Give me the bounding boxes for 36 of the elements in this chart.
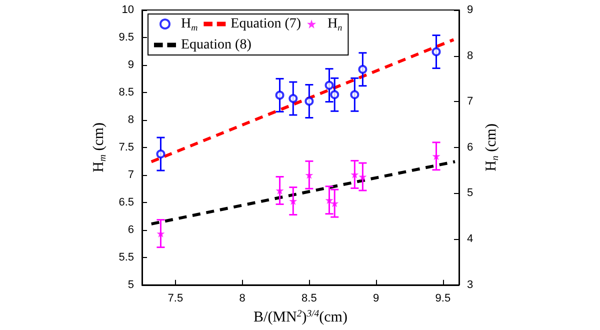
point [156,150,166,159]
x-tick-label: 8 [239,292,246,304]
y-tick-label: 6.5 [118,196,134,208]
y-tick-label: 8.5 [118,86,134,98]
point [350,90,360,100]
y-tick-label: 9.5 [118,31,134,44]
point [358,64,368,74]
x-tick-label: 8.5 [302,292,317,304]
y-tick-label: 5.5 [118,251,134,264]
y2-tick-label: 4 [467,233,474,246]
point [324,80,334,90]
point [288,94,298,103]
y-tick-label: 5 [128,278,134,291]
y2-tick-label: 5 [467,187,474,200]
point [275,90,284,100]
y-axis-title: Hm (cm) [91,122,108,172]
y2-axis-title: Hn (cm) [484,124,501,172]
legend-label: Equation (7) [230,16,302,32]
y2-tick-label: 3 [467,278,474,291]
y2-tick-label: 7 [467,96,474,108]
x-tick-label: 9 [373,292,380,304]
point [432,47,441,56]
x-tick-label: 7.5 [168,292,184,304]
point [304,96,314,106]
y-tick-label: 7.5 [118,141,134,154]
y2-tick-label: 8 [467,50,474,62]
point [330,90,340,100]
y-tick-label: 9 [128,58,134,71]
y-tick-label: 8 [128,114,134,126]
y-tick-label: 6 [128,224,134,236]
y2-tick-label: 6 [467,141,474,154]
y2-tick-label: 9 [467,4,474,16]
y-tick-label: 7 [128,168,134,181]
legend-label: Equation (8) [181,38,252,52]
x-tick-label: 9.5 [435,292,451,304]
y-tick-label: 10 [122,4,134,16]
